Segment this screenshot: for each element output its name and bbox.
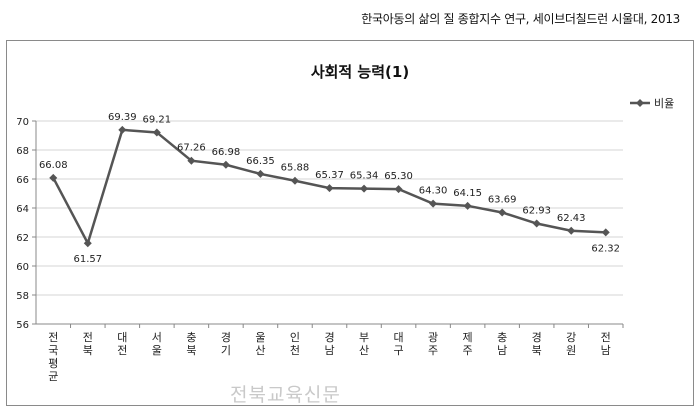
data-label: 65.88 bbox=[281, 163, 310, 174]
y-tick-label: 70 bbox=[16, 117, 29, 128]
data-label: 66.35 bbox=[246, 156, 275, 167]
data-point bbox=[256, 169, 265, 178]
data-point bbox=[325, 184, 334, 193]
data-label: 65.30 bbox=[384, 171, 413, 182]
y-tick-label: 58 bbox=[16, 291, 29, 302]
data-label: 69.39 bbox=[108, 112, 137, 123]
y-tick-label: 64 bbox=[16, 204, 29, 215]
series-group: 66.08 61.57 69.39 69.21 67.26 66.98 66.35 65.88… bbox=[39, 112, 620, 265]
y-tick-label: 56 bbox=[16, 320, 29, 331]
data-point bbox=[532, 219, 541, 228]
data-label: 62.93 bbox=[522, 206, 551, 217]
chart-frame bbox=[6, 40, 694, 406]
y-tick-label: 68 bbox=[16, 146, 29, 157]
legend-label: 비율 bbox=[654, 97, 674, 110]
data-point bbox=[429, 199, 438, 208]
data-point bbox=[567, 226, 576, 235]
data-label: 65.34 bbox=[350, 171, 379, 182]
source-note: 한국아동의 삶의 질 종합지수 연구, 세이브더칠드런 시울대, 2013 bbox=[361, 12, 680, 26]
data-label: 69.21 bbox=[143, 114, 172, 125]
data-point bbox=[394, 185, 403, 194]
data-point bbox=[463, 201, 472, 210]
data-point bbox=[152, 128, 161, 137]
watermark: 전북교육신문 bbox=[230, 384, 341, 406]
data-label: 62.43 bbox=[557, 213, 586, 224]
data-label: 63.69 bbox=[488, 194, 517, 205]
data-point bbox=[187, 156, 196, 165]
legend-marker bbox=[636, 99, 644, 107]
data-label: 66.98 bbox=[212, 147, 241, 158]
data-point bbox=[221, 160, 230, 169]
legend: 비율 bbox=[630, 97, 674, 110]
data-point bbox=[83, 239, 92, 248]
data-label: 64.15 bbox=[453, 188, 482, 199]
data-point bbox=[118, 125, 127, 134]
data-label: 61.57 bbox=[73, 254, 102, 265]
data-label: 62.32 bbox=[591, 243, 620, 254]
x-axis-ticks: 전 국 평 균 전 북 대 전 서 울 충 북 경 기 울 산 인 천 경 남 부 산 대 구 광 주 제 주 충 남 경 북 강 원 전 남 bbox=[48, 324, 624, 383]
data-label: 65.37 bbox=[315, 170, 344, 181]
data-label: 67.26 bbox=[177, 143, 206, 154]
y-axis-ticks: 56 58 60 62 64 66 68 70 bbox=[16, 117, 623, 331]
data-point bbox=[498, 208, 507, 217]
data-point bbox=[360, 184, 369, 193]
data-label: 66.08 bbox=[39, 160, 68, 171]
gridlines bbox=[36, 120, 623, 325]
y-tick-label: 62 bbox=[16, 233, 29, 244]
y-tick-label: 60 bbox=[16, 262, 29, 273]
chart-title: 사회적 능력(1) bbox=[311, 63, 409, 81]
data-point bbox=[49, 173, 58, 182]
data-point bbox=[290, 176, 299, 185]
data-point bbox=[601, 228, 610, 237]
data-label: 64.30 bbox=[419, 186, 448, 197]
y-tick-label: 66 bbox=[16, 175, 29, 186]
